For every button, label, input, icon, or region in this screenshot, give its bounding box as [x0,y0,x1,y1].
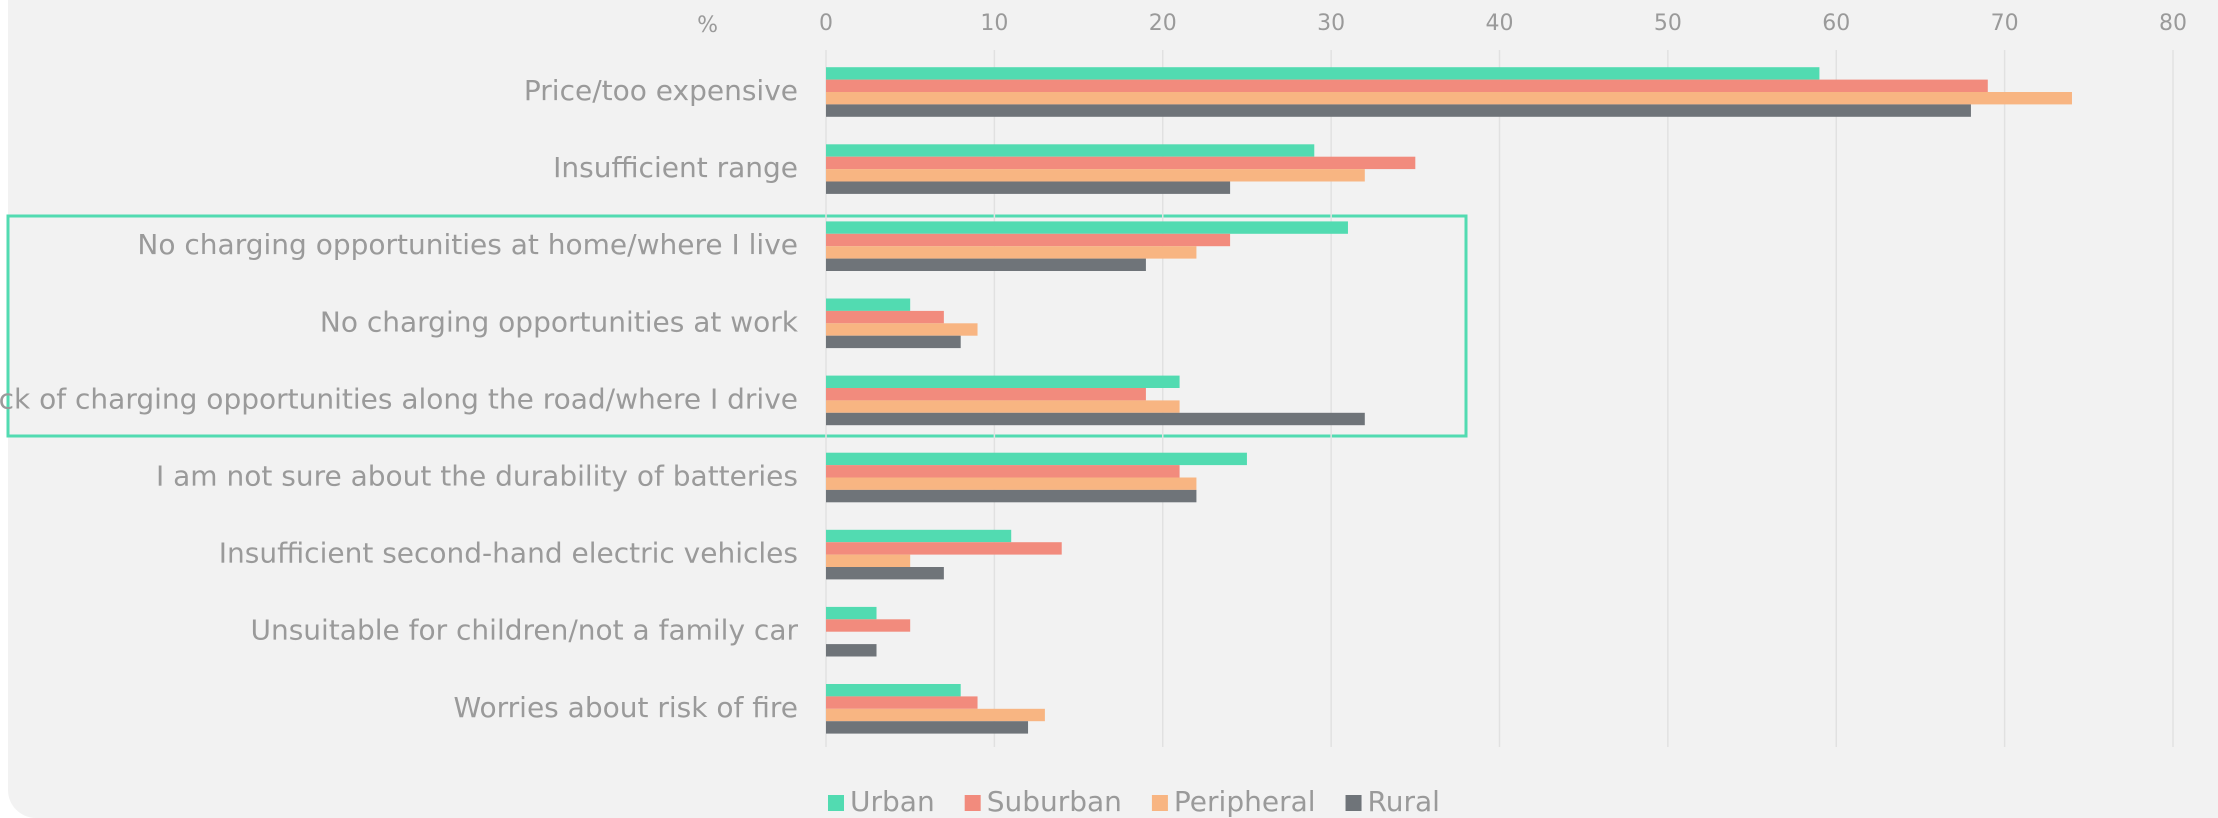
x-tick-label: 70 [1991,11,2019,36]
x-tick-label: 60 [1822,11,1850,36]
highlight-box [6,214,1468,438]
y-tick-label: No charging opportunities at home/where … [137,228,798,261]
x-tick-label: 80 [2159,11,2187,36]
legend-swatch [1345,795,1362,811]
bar [826,156,1416,170]
x-tick-label: 10 [980,11,1008,36]
bar [826,606,877,620]
y-tick-label: I am not sure about the durability of ba… [156,460,798,493]
bar [826,412,1365,426]
bar [826,169,1365,182]
legend-swatch [828,795,844,811]
bar [826,567,944,580]
y-tick-label: Lack of charging opportunities along the… [0,382,798,415]
y-tick-label: Price/too expensive [524,74,798,107]
bar [826,388,1146,401]
bar [826,258,1146,271]
bar [826,619,911,632]
bar [826,67,1820,80]
bar [826,92,2072,105]
x-tick-label: 20 [1149,11,1177,36]
x-axis-label: % [697,13,718,38]
bar [826,554,911,567]
bar [826,696,978,709]
bar [826,684,961,697]
bar [826,79,1988,92]
bar [826,644,877,657]
y-tick-label: Insufficient range [553,151,798,184]
legend-label: Peripheral [1174,785,1316,818]
bar [826,233,1231,247]
bar [826,529,1012,543]
y-tick-label: No charging opportunities at work [320,305,799,338]
legend-label: Suburban [987,785,1122,818]
y-tick-label: Unsuitable for children/not a family car [250,614,798,647]
bar [826,335,961,349]
bar [826,465,1180,478]
bar [826,477,1197,490]
bar [826,400,1180,413]
y-tick-label: Insufficient second-hand electric vehicl… [219,537,798,570]
legend-label: Urban [850,785,935,818]
x-tick-label: 50 [1654,11,1682,36]
bar [826,298,911,311]
y-tick-label: Worries about risk of fire [453,691,798,724]
x-tick-label: 30 [1317,11,1345,36]
legend-swatch [964,795,981,811]
bar [826,708,1045,722]
bar [826,221,1348,234]
x-tick-label: 0 [819,11,833,36]
bar [826,323,978,336]
bar [826,104,1971,117]
bar [826,144,1315,157]
bar [826,542,1062,555]
legend-swatch [1151,795,1168,811]
bar [826,452,1247,466]
legend-label: Rural [1368,785,1440,818]
bar [826,489,1197,503]
bar [826,246,1197,259]
x-tick-label: 40 [1486,11,1514,36]
bar [826,721,1029,734]
bar [826,181,1231,194]
bar [826,310,944,324]
bar [826,375,1180,388]
